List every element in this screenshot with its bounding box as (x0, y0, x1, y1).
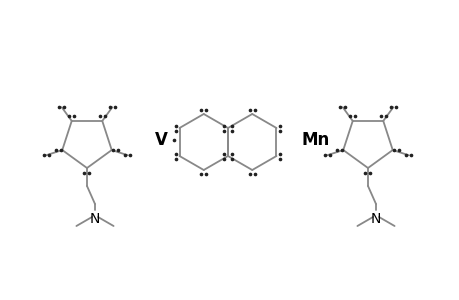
Text: N: N (90, 212, 100, 226)
Text: N: N (370, 212, 381, 226)
Text: Mn: Mn (301, 131, 329, 149)
Text: V: V (155, 131, 168, 149)
